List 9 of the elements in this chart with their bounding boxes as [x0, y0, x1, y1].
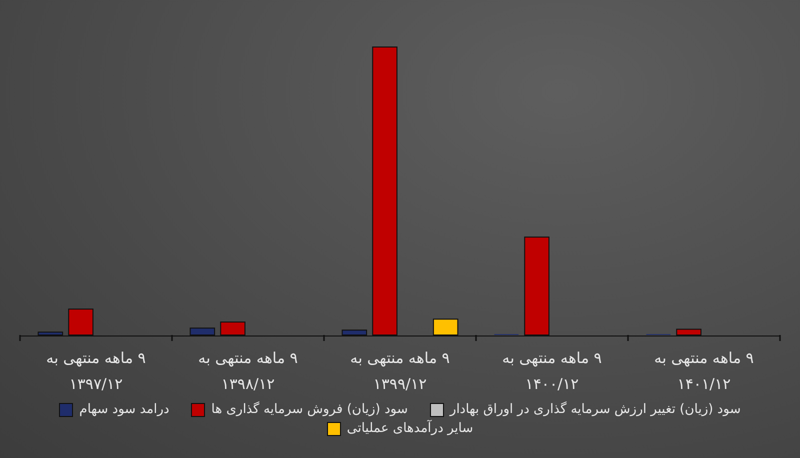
x-tick-label: ۹ ماهه منتهی به ۱۴۰۱/۱۲ [653, 348, 755, 395]
x-tick-label: ۹ ماهه منتهی به ۱۳۹۷/۱۲ [45, 348, 147, 395]
legend-label: سود (زیان) تغییر ارزش سرمایه گذاری در اوراق بهادار [450, 402, 741, 417]
x-tick-label: ۹ ماهه منتهی به ۱۳۹۹/۱۲ [349, 348, 451, 395]
x-tick-label: ۹ ماهه منتهی به ۱۴۰۰/۱۲ [501, 348, 603, 395]
legend-label: درامد سود سهام [79, 402, 170, 417]
x-tick-label: ۹ ماهه منتهی به ۱۳۹۸/۱۲ [197, 348, 299, 395]
legend-label: سود (زیان) فروش سرمایه گذاری ها [211, 402, 408, 417]
legend-label: سایر درآمدهای عملیاتی [346, 421, 474, 436]
